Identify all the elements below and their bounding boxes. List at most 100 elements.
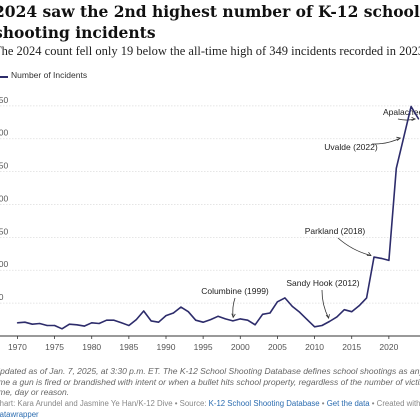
credit-text: Chart: Kara Arundel and Jasmine Ye Han/K… bbox=[0, 399, 209, 408]
x-tick-label-1990: 1990 bbox=[157, 342, 176, 352]
x-tick-label-2015: 2015 bbox=[342, 342, 361, 352]
annotation-arrow-2012 bbox=[321, 289, 329, 319]
annotation-arrowhead-2022 bbox=[396, 136, 402, 141]
data-point-1984 bbox=[120, 322, 123, 324]
source-link[interactable]: K-12 School Shooting Database bbox=[208, 399, 320, 408]
data-point-2024 bbox=[417, 118, 420, 120]
data-point-2001 bbox=[247, 319, 249, 321]
data-point-1999 bbox=[232, 320, 234, 322]
data-point-1988 bbox=[150, 320, 152, 322]
grid-lines bbox=[0, 105, 420, 337]
annotation-arrow-2022 bbox=[371, 137, 401, 145]
annotation-arrowhead-1999 bbox=[231, 313, 236, 319]
data-point-1973 bbox=[39, 322, 41, 325]
get-data-link[interactable]: Get the data bbox=[326, 399, 370, 408]
separator: • bbox=[319, 399, 327, 408]
data-point-2015 bbox=[351, 311, 353, 313]
y-tick-label-250: 250 bbox=[0, 161, 8, 171]
data-point-2020 bbox=[388, 259, 390, 261]
data-point-1978 bbox=[76, 324, 78, 326]
x-tick-label-1980: 1980 bbox=[82, 342, 101, 352]
chart-title: 2024 saw the 2nd highest number of K-12 … bbox=[0, 2, 420, 42]
data-point-1990 bbox=[165, 315, 167, 317]
data-point-2004 bbox=[269, 312, 271, 314]
data-point-2022 bbox=[403, 136, 405, 139]
annotation-label-2012: Sandy Hook (2012) bbox=[286, 278, 359, 288]
data-point-1977 bbox=[68, 323, 71, 325]
data-point-1976 bbox=[61, 328, 63, 330]
x-tick-label-2000: 2000 bbox=[231, 342, 250, 352]
annotation-label-2024: Apalachee (2024) bbox=[383, 107, 420, 117]
data-point-1970 bbox=[16, 322, 19, 324]
data-point-2011 bbox=[321, 324, 323, 327]
data-point-1981 bbox=[98, 322, 100, 325]
data-point-1974 bbox=[46, 324, 48, 327]
data-point-1996 bbox=[209, 318, 212, 321]
axis-labels: 0501001502002503003501970197519801985199… bbox=[0, 95, 399, 352]
data-point-2021 bbox=[395, 167, 397, 169]
x-tick-label-2020: 2020 bbox=[379, 342, 398, 352]
y-tick-label-50: 50 bbox=[0, 292, 4, 302]
y-tick-label-150: 150 bbox=[0, 226, 8, 236]
data-point-1972 bbox=[31, 323, 33, 325]
datawrapper-link[interactable]: Datawrapper bbox=[0, 409, 39, 419]
legend-swatch bbox=[0, 76, 8, 78]
data-point-1993 bbox=[187, 311, 189, 313]
y-tick-label-100: 100 bbox=[0, 259, 8, 269]
legend-label: Number of Incidents bbox=[11, 70, 88, 80]
x-tick-label-1975: 1975 bbox=[45, 342, 64, 352]
data-point-2017 bbox=[365, 297, 368, 299]
data-point-1997 bbox=[217, 315, 219, 317]
data-point-1985 bbox=[128, 324, 130, 327]
annotation-arrowhead-2024 bbox=[411, 116, 417, 122]
y-tick-label-300: 300 bbox=[0, 128, 8, 138]
x-tick-label-1995: 1995 bbox=[194, 342, 213, 352]
data-point-1982 bbox=[105, 319, 108, 321]
data-point-2000 bbox=[239, 318, 241, 320]
data-point-2023 bbox=[410, 105, 412, 108]
data-point-1979 bbox=[83, 325, 85, 327]
x-tick-label-1970: 1970 bbox=[8, 342, 27, 352]
chart-note: Updated as of Jan. 7, 2025, at 3:30 p.m.… bbox=[0, 366, 420, 397]
data-point-2010 bbox=[313, 326, 316, 328]
data-point-2014 bbox=[343, 309, 345, 311]
chart-source: Chart: Kara Arundel and Jasmine Ye Han/K… bbox=[0, 399, 420, 420]
data-point-1998 bbox=[224, 318, 227, 320]
x-tick-label-1985: 1985 bbox=[119, 342, 138, 352]
data-point-2012 bbox=[328, 320, 331, 323]
annotation-arrow-2018 bbox=[337, 237, 372, 256]
annotation-label-1999: Columbine (1999) bbox=[201, 286, 269, 296]
data-series bbox=[16, 105, 420, 330]
data-point-1971 bbox=[24, 321, 26, 323]
annotation-label-2018: Parkland (2018) bbox=[305, 226, 366, 236]
data-point-2007 bbox=[291, 305, 293, 308]
data-point-2003 bbox=[261, 313, 264, 315]
data-point-1994 bbox=[195, 319, 197, 321]
y-tick-label-200: 200 bbox=[0, 193, 8, 203]
annotation-arrowhead-2018 bbox=[366, 251, 372, 256]
x-tick-label-2010: 2010 bbox=[305, 342, 324, 352]
data-point-2006 bbox=[284, 297, 286, 299]
data-point-2002 bbox=[254, 324, 256, 326]
data-point-1991 bbox=[172, 312, 175, 314]
data-point-2009 bbox=[306, 318, 308, 321]
data-point-1987 bbox=[143, 310, 145, 312]
data-point-2008 bbox=[299, 311, 301, 313]
created-with-text: • Created with bbox=[369, 399, 420, 408]
data-point-1995 bbox=[202, 321, 204, 323]
y-tick-label-350: 350 bbox=[0, 95, 8, 105]
data-point-1989 bbox=[157, 321, 160, 323]
data-point-2018 bbox=[373, 256, 375, 258]
data-point-1986 bbox=[135, 318, 137, 321]
annotation-label-2022: Uvalde (2022) bbox=[324, 142, 378, 152]
data-point-2013 bbox=[336, 316, 338, 318]
annotations: Columbine (1999) Sandy Hook (2012) Parklan… bbox=[201, 107, 420, 319]
data-point-1980 bbox=[91, 322, 93, 324]
x-tick-label-2005: 2005 bbox=[268, 342, 287, 352]
chart-subtitle: The 2024 count fell only 19 below the al… bbox=[0, 44, 420, 58]
data-point-2005 bbox=[276, 301, 279, 303]
data-point-1975 bbox=[53, 324, 56, 327]
data-point-1983 bbox=[113, 319, 115, 321]
data-point-2016 bbox=[358, 305, 360, 307]
